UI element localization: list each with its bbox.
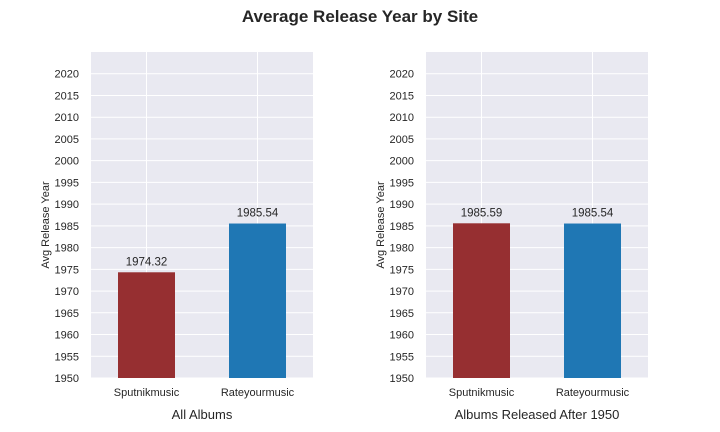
- y-tick-label: 2010: [55, 112, 79, 124]
- y-tick-label: 2020: [55, 69, 79, 81]
- bar-rateyourmusic: [564, 223, 621, 378]
- bar-value-label: 1985.54: [237, 208, 279, 220]
- y-tick-label: 1985: [55, 221, 79, 233]
- figure-title: Average Release Year by Site: [241, 7, 479, 26]
- chart-panel-1: 1950 1955 1960 1965 1970 1975 1980 1985 1990 1995…: [40, 52, 313, 422]
- y-tick-label: 1960: [55, 330, 79, 342]
- y-tick-label: 1970: [55, 286, 79, 298]
- y-tick-label: 1970: [390, 286, 414, 298]
- x-tick-label: Rateyourmusic: [556, 387, 630, 399]
- x-tick-label: Sputnikmusic: [449, 387, 515, 399]
- bar-sputnikmusic: [453, 223, 510, 378]
- y-tick-label: 1980: [390, 243, 414, 255]
- y-tick-label: 1950: [390, 373, 414, 385]
- y-tick-label: 2000: [390, 156, 414, 168]
- chart-panel-2: 1950 1955 1960 1965 1970 1975 1980 1985 1990 1995…: [375, 52, 648, 422]
- bar-rateyourmusic: [229, 223, 286, 378]
- y-tick-label: 2020: [390, 69, 414, 81]
- y-tick-label: 2000: [55, 156, 79, 168]
- y-tick-label: 1955: [390, 351, 414, 363]
- y-tick-label: 1975: [55, 264, 79, 276]
- x-tick-label: Sputnikmusic: [114, 387, 180, 399]
- y-tick-label: 1950: [55, 373, 79, 385]
- y-tick-label: 2005: [55, 134, 79, 146]
- bar-sputnikmusic: [118, 272, 175, 378]
- y-tick-label: 1975: [390, 264, 414, 276]
- x-axis-label: Albums Released After 1950: [455, 407, 620, 422]
- y-tick-label: 1990: [390, 199, 414, 211]
- y-tick-label: 1960: [390, 330, 414, 342]
- y-tick-label: 1985: [390, 221, 414, 233]
- bar-value-label: 1985.54: [572, 208, 614, 220]
- y-tick-label: 1965: [390, 308, 414, 320]
- y-tick-label: 1980: [55, 243, 79, 255]
- y-tick-label: 2015: [55, 90, 79, 102]
- bar-value-label: 1985.59: [461, 207, 503, 219]
- y-tick-label: 1965: [55, 308, 79, 320]
- y-tick-label: 1995: [390, 177, 414, 189]
- y-tick-label: 2015: [390, 90, 414, 102]
- y-tick-label: 2010: [390, 112, 414, 124]
- y-axis-label: Avg Release Year: [375, 181, 387, 269]
- y-tick-label: 1995: [55, 177, 79, 189]
- y-tick-label: 1955: [55, 351, 79, 363]
- x-axis-label: All Albums: [172, 407, 233, 422]
- y-tick-label: 2005: [390, 134, 414, 146]
- x-tick-label: Rateyourmusic: [221, 387, 295, 399]
- y-axis-label: Avg Release Year: [40, 181, 52, 269]
- bar-value-label: 1974.32: [126, 256, 168, 268]
- y-tick-label: 1990: [55, 199, 79, 211]
